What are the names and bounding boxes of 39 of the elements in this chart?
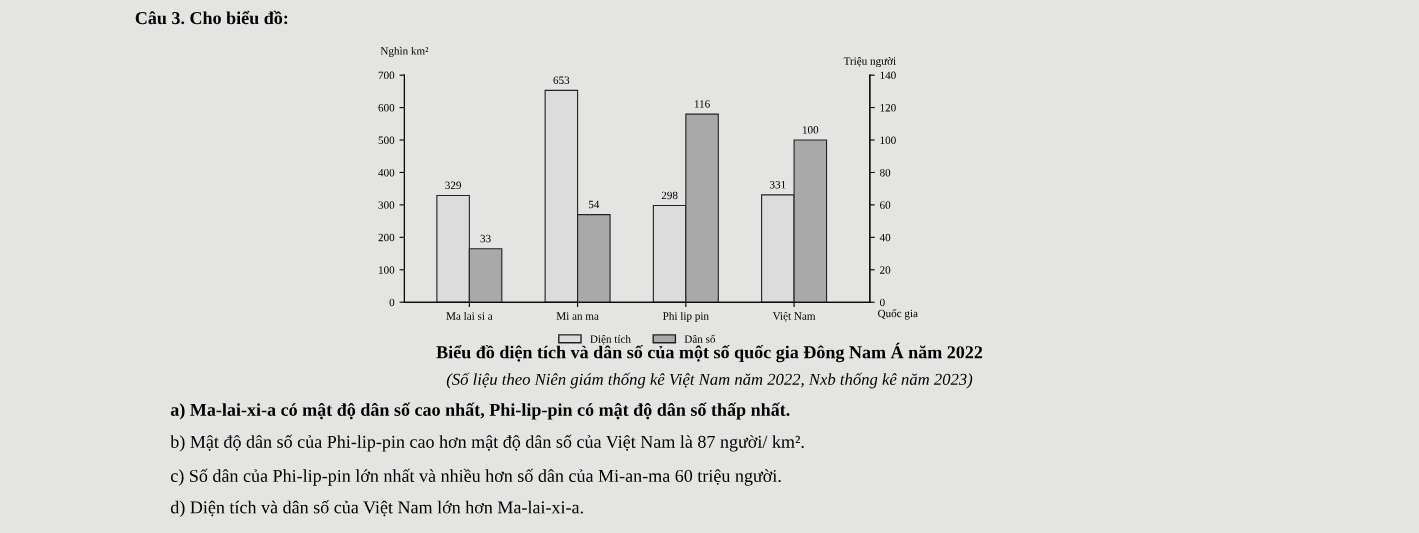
- y2-tick-label: 100: [880, 136, 896, 144]
- y-tick-label: 500: [378, 136, 395, 144]
- data-label: 116: [694, 100, 710, 108]
- data-label: 331: [770, 180, 786, 189]
- data-label: 54: [588, 200, 600, 209]
- text: b) Mật độ dân số của Phi-lip-pin cao hơn mật độ dân số của Việt Nam là 87 người/ km².: [170, 434, 804, 452]
- y2-tick-label: 60: [880, 201, 891, 209]
- y2-tick-label: 120: [880, 104, 896, 112]
- data-label: 33: [480, 234, 491, 243]
- data-label: 329: [445, 181, 461, 190]
- text: d) Diện tích và dân số của Việt Nam lớn hơn Ma-lai-xi-a.: [170, 500, 583, 518]
- y-tick-label: 400: [378, 168, 395, 177]
- y2-tick-label: 140: [880, 71, 896, 80]
- y-axis-title: Nghìn km²: [380, 46, 429, 57]
- text: (Số liệu theo Niên giám thống kê Việt Nam năm 2022, Nxb thống kê năm 2023): [446, 372, 973, 389]
- text: a) Ma-lai-xi-a có mật độ dân số cao nhất, Phi-lip-pin có mật độ dân số thấp nhất.: [170, 402, 790, 420]
- x-tick-label: Mi an ma: [556, 312, 599, 320]
- y2-tick-label: 40: [879, 233, 891, 242]
- y2-tick-label: 20: [880, 266, 891, 274]
- x-tick-label: Việt Nam: [772, 311, 816, 322]
- x-tick-label: Phi lip pin: [663, 311, 709, 323]
- y2-tick-label: 80: [879, 168, 891, 177]
- y-tick-label: 700: [378, 71, 395, 80]
- y-tick-label: 0: [389, 298, 395, 307]
- data-label: 298: [661, 191, 678, 200]
- y2-tick-label: 0: [879, 298, 885, 307]
- y-tick-label: 200: [378, 233, 395, 242]
- legend-label: Dân số: [684, 334, 716, 343]
- text: Câu 3. Cho biểu đồ:: [135, 10, 288, 25]
- y-tick-label: 100: [379, 266, 395, 274]
- data-label: 653: [553, 76, 570, 84]
- y-tick-label: 600: [378, 104, 395, 112]
- data-label: 100: [802, 126, 819, 134]
- y-tick-label: 300: [378, 201, 395, 209]
- legend-label: Diện tích: [590, 334, 631, 345]
- x-axis-title: Quốc gia: [878, 309, 918, 320]
- y2-axis-title: Triệu người: [843, 56, 896, 68]
- x-tick-label: Ma lai si a: [446, 311, 493, 320]
- text: c) Số dân của Phi-lip-pin lớn nhất và nhiều hơn số dân của Mi-an-ma 60 triệu người.: [170, 468, 781, 486]
